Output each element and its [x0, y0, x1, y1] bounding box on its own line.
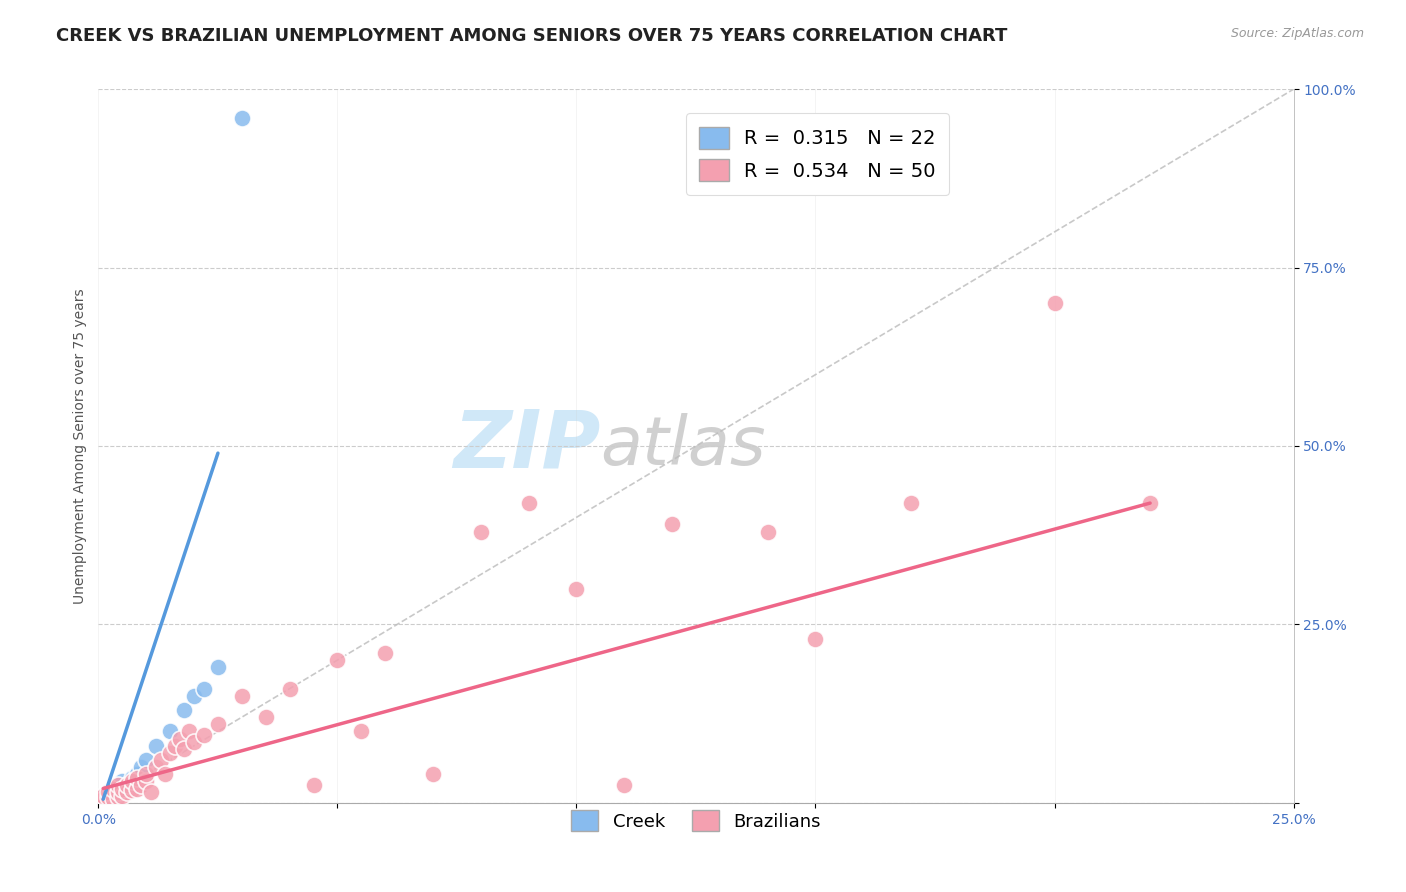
- Point: [91, 789, 114, 803]
- Point: [900, 496, 922, 510]
- Point: [756, 524, 779, 539]
- Point: [1139, 496, 1161, 510]
- Point: [470, 524, 492, 539]
- Point: [121, 774, 143, 789]
- Point: [149, 753, 172, 767]
- Point: [131, 778, 153, 792]
- Point: [193, 728, 215, 742]
- Point: [804, 632, 827, 646]
- Point: [111, 785, 134, 799]
- Text: Source: ZipAtlas.com: Source: ZipAtlas.com: [1230, 27, 1364, 40]
- Point: [107, 778, 129, 792]
- Point: [101, 787, 124, 801]
- Point: [125, 771, 148, 785]
- Point: [183, 689, 205, 703]
- Point: [1043, 296, 1066, 310]
- Point: [111, 781, 134, 796]
- Point: [135, 774, 157, 789]
- Legend: Creek, Brazilians: Creek, Brazilians: [558, 797, 834, 844]
- Point: [254, 710, 277, 724]
- Point: [101, 792, 124, 806]
- Point: [111, 789, 134, 803]
- Point: [97, 790, 120, 805]
- Point: [374, 646, 396, 660]
- Point: [115, 785, 138, 799]
- Point: [115, 778, 138, 792]
- Point: [101, 781, 124, 796]
- Text: CREEK VS BRAZILIAN UNEMPLOYMENT AMONG SENIORS OVER 75 YEARS CORRELATION CHART: CREEK VS BRAZILIAN UNEMPLOYMENT AMONG SE…: [56, 27, 1008, 45]
- Point: [101, 781, 124, 796]
- Point: [169, 731, 191, 746]
- Point: [163, 739, 186, 753]
- Point: [207, 717, 229, 731]
- Text: atlas: atlas: [600, 413, 766, 479]
- Point: [125, 767, 148, 781]
- Point: [107, 783, 129, 797]
- Point: [326, 653, 349, 667]
- Point: [661, 517, 683, 532]
- Point: [231, 689, 253, 703]
- Point: [422, 767, 444, 781]
- Point: [179, 724, 201, 739]
- Point: [145, 760, 167, 774]
- Point: [193, 681, 215, 696]
- Point: [91, 792, 114, 806]
- Point: [183, 735, 205, 749]
- Point: [145, 739, 167, 753]
- Point: [155, 767, 177, 781]
- Point: [159, 724, 181, 739]
- Point: [125, 781, 148, 796]
- Point: [159, 746, 181, 760]
- Point: [565, 582, 588, 596]
- Point: [139, 785, 162, 799]
- Point: [111, 774, 134, 789]
- Point: [517, 496, 540, 510]
- Point: [131, 760, 153, 774]
- Point: [107, 790, 129, 805]
- Point: [91, 789, 114, 803]
- Point: [207, 660, 229, 674]
- Point: [107, 778, 129, 792]
- Point: [278, 681, 301, 696]
- Point: [173, 742, 195, 756]
- Point: [613, 778, 636, 792]
- Point: [97, 790, 120, 805]
- Point: [231, 111, 253, 125]
- Point: [173, 703, 195, 717]
- Point: [107, 785, 129, 799]
- Point: [115, 778, 138, 792]
- Point: [91, 792, 114, 806]
- Point: [350, 724, 373, 739]
- Point: [121, 783, 143, 797]
- Point: [121, 771, 143, 785]
- Y-axis label: Unemployment Among Seniors over 75 years: Unemployment Among Seniors over 75 years: [73, 288, 87, 604]
- Text: ZIP: ZIP: [453, 407, 600, 485]
- Point: [135, 767, 157, 781]
- Point: [302, 778, 325, 792]
- Point: [135, 753, 157, 767]
- Point: [97, 785, 120, 799]
- Point: [97, 785, 120, 799]
